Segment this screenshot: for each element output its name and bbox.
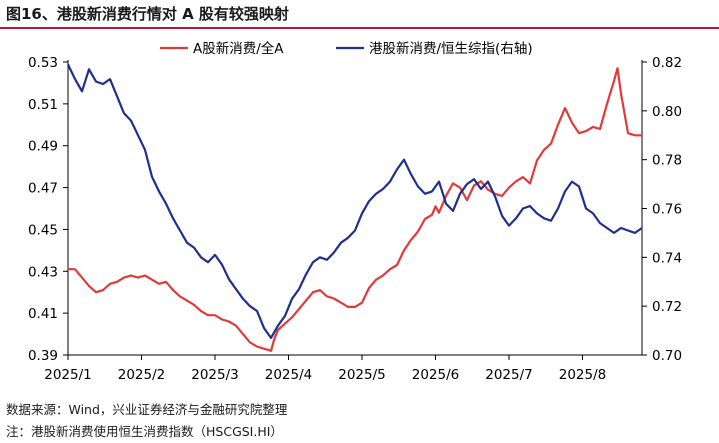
source-note: 数据来源：Wind，兴业证券经济与金融研究院整理 [6, 402, 288, 417]
x-tick-label: 2025/6 [412, 367, 460, 383]
left-tick-label: 0.49 [28, 139, 58, 155]
left-tick-label: 0.43 [28, 264, 58, 280]
legend: A股新消费/全A 港股新消费/恒生综指(右轴) [160, 40, 533, 57]
footnote: 注：港股新消费使用恒生消费指数（HSCGSI.HI） [6, 424, 283, 439]
legend-label-hk-share: 港股新消费/恒生综指(右轴) [369, 41, 533, 57]
series-line-hk-share [67, 63, 643, 339]
left-tick-label: 0.39 [28, 348, 58, 364]
right-tick-label: 0.76 [652, 202, 682, 218]
x-tick-label: 2025/2 [118, 367, 166, 383]
right-tick-label: 0.82 [652, 55, 682, 71]
dual-axis-line-chart: A股新消费/全A 港股新消费/恒生综指(右轴) 0.53 0.51 0.49 0.47… [28, 40, 682, 383]
left-tick-label: 0.53 [28, 55, 58, 71]
x-tick-label: 2025/5 [338, 367, 386, 383]
right-tick-label: 0.80 [652, 104, 682, 120]
x-tick-label: 2025/7 [485, 367, 533, 383]
left-y-ticks: 0.53 0.51 0.49 0.47 0.45 0.43 0.41 0.39 [28, 55, 68, 364]
chart-title: 图16、港股新消费行情对 A 股有较强映射 [6, 5, 289, 23]
x-ticks: 2025/1 2025/2 2025/3 2025/4 2025/5 2025/6 2025… [44, 355, 606, 383]
x-tick-label: 2025/1 [44, 367, 92, 383]
right-y-ticks: 0.82 0.80 0.78 0.76 0.74 0.72 0.70 [642, 55, 682, 364]
x-tick-label: 2025/8 [559, 367, 607, 383]
title-divider [0, 27, 719, 29]
right-tick-label: 0.72 [652, 299, 682, 315]
right-tick-label: 0.70 [652, 348, 682, 364]
left-tick-label: 0.45 [28, 222, 58, 238]
x-tick-label: 2025/4 [265, 367, 313, 383]
legend-label-a-share: A股新消费/全A [193, 40, 284, 57]
right-tick-label: 0.74 [652, 250, 682, 266]
right-tick-label: 0.78 [652, 153, 682, 169]
left-tick-label: 0.51 [28, 97, 58, 113]
x-tick-label: 2025/3 [191, 367, 239, 383]
left-tick-label: 0.47 [28, 181, 58, 197]
series-line-a-share [68, 67, 642, 352]
series-layer [67, 63, 643, 352]
left-tick-label: 0.41 [28, 306, 58, 322]
